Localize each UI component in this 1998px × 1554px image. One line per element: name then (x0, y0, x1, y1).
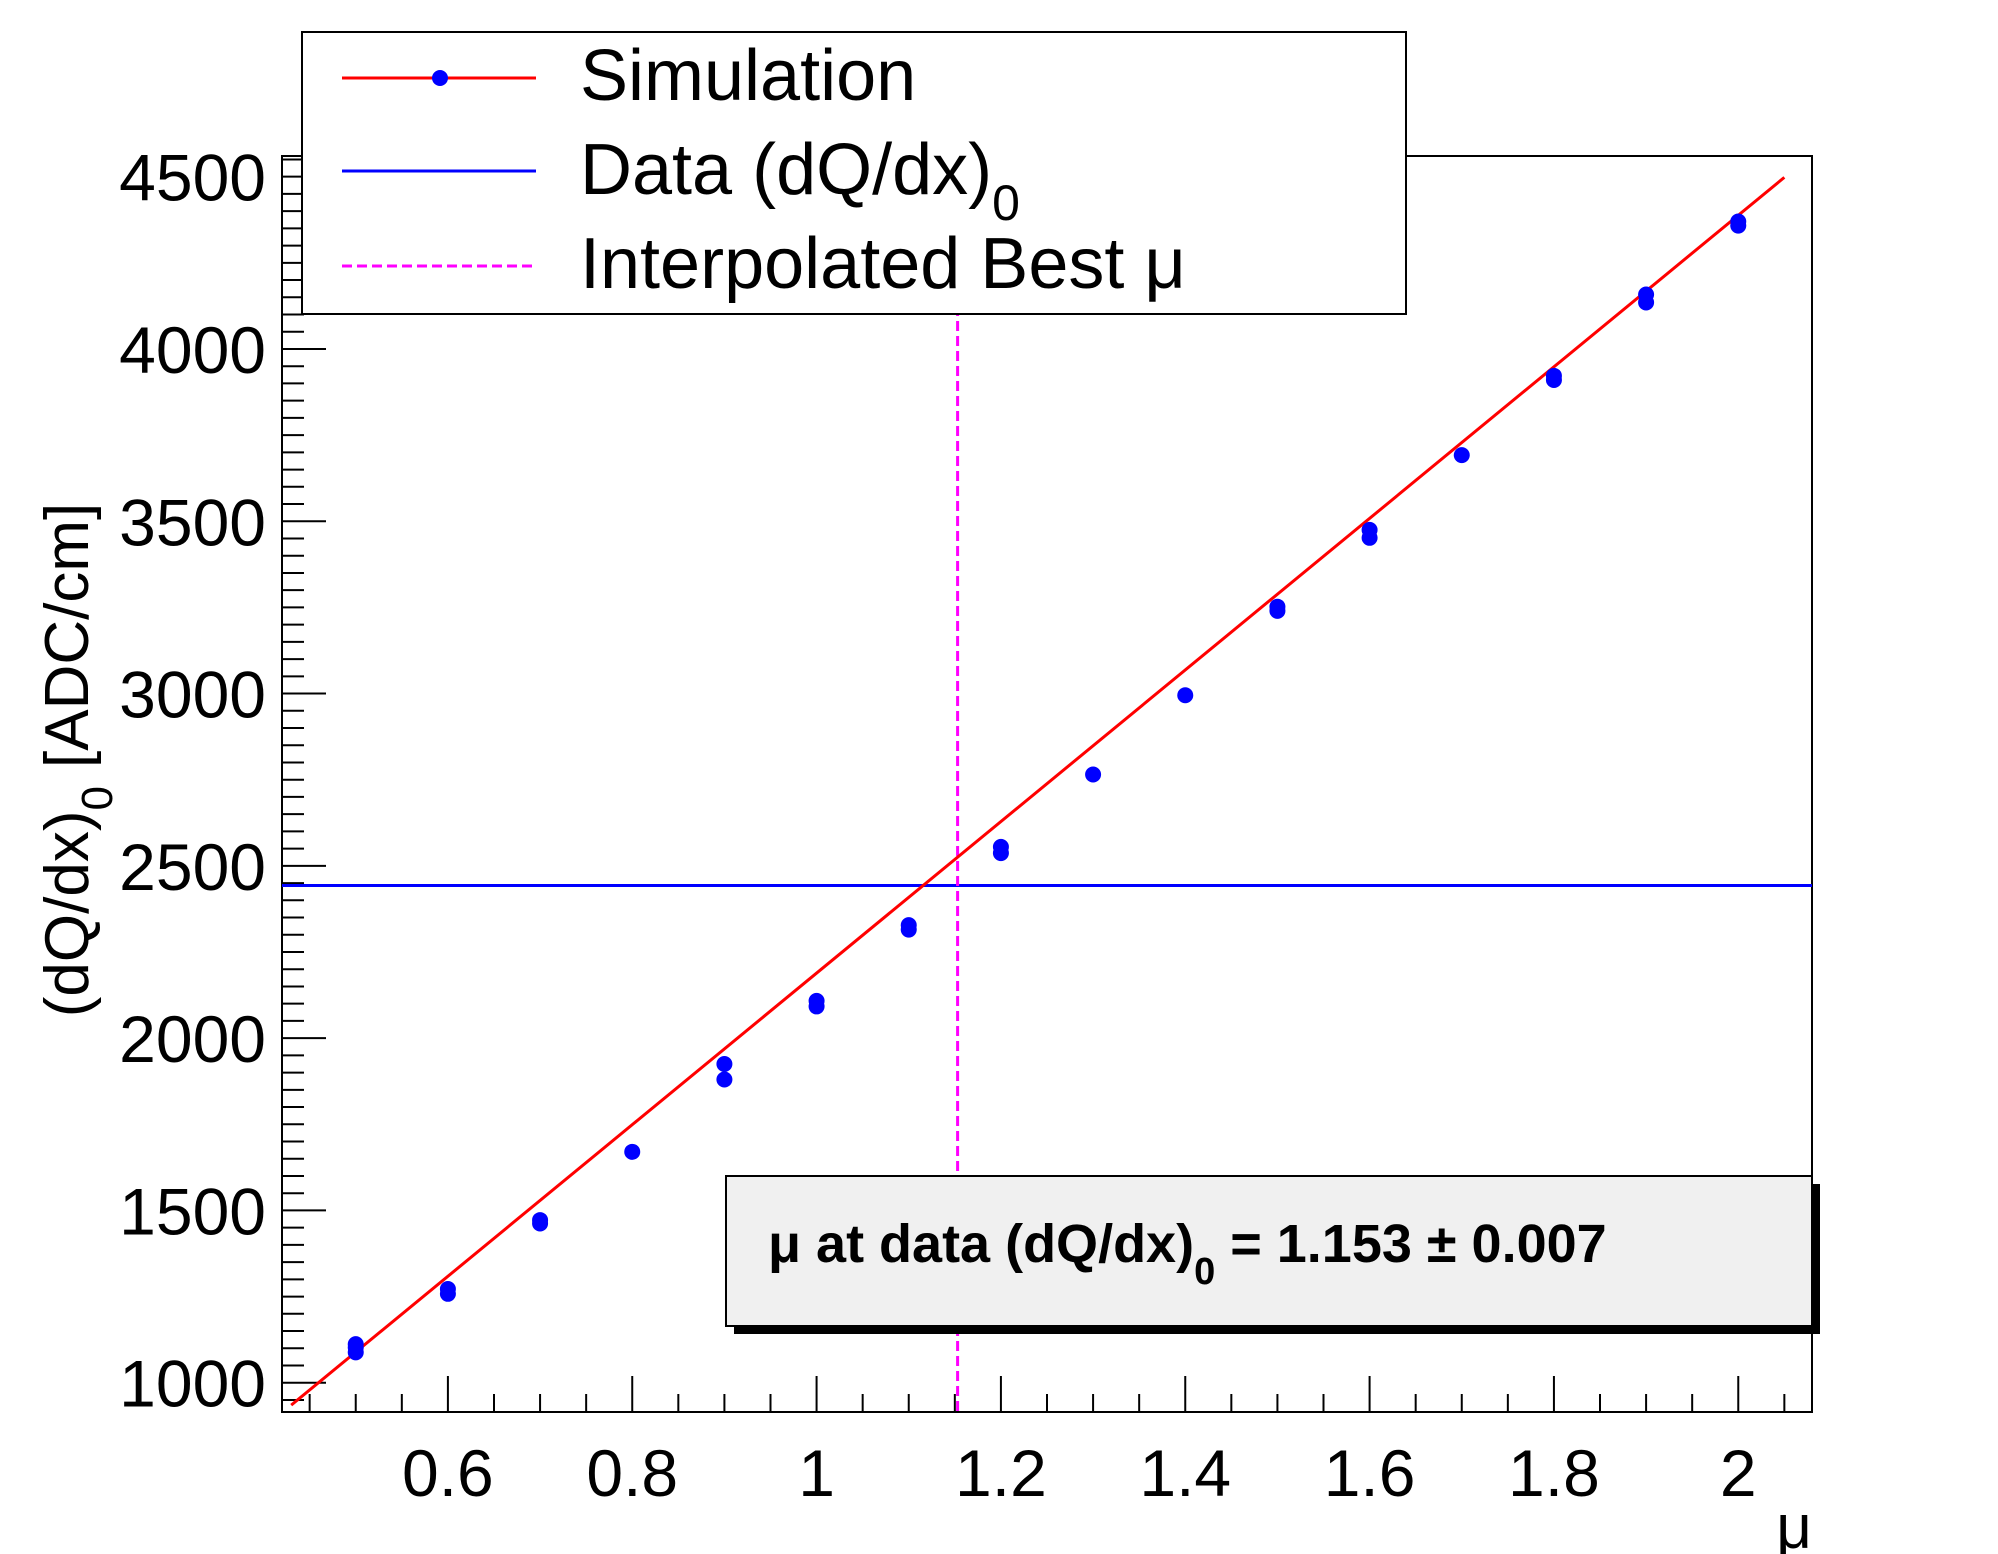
y-tick-label: 4000 (119, 313, 266, 387)
y-tick-label: 3000 (119, 658, 266, 732)
simulation-point (1638, 286, 1655, 303)
y-tick-label: 1000 (119, 1347, 266, 1421)
simulation-point (1361, 521, 1378, 538)
y-axis-title-main: (dQ/dx) (33, 811, 102, 1018)
legend: Simulation Data (dQ/dx)0 Interpolated Be… (301, 31, 1407, 315)
legend-label-data-sub: 0 (992, 175, 1020, 231)
simulation-fit-line (290, 176, 1786, 1407)
y-axis-title: (dQ/dx)0 [ADC/cm] (33, 503, 122, 1017)
result-value: = 1.153 ± 0.007 (1215, 1214, 1606, 1274)
legend-label-data-main: Data (dQ/dx) (580, 130, 992, 210)
y-tick-label: 3500 (119, 485, 266, 559)
x-tick-label: 2 (1720, 1436, 1757, 1510)
simulation-point (532, 1212, 549, 1229)
y-axis-title-unit: [ADC/cm] (33, 503, 102, 768)
x-tick-label: 1 (798, 1436, 835, 1510)
y-tick-label: 1500 (119, 1174, 266, 1248)
simulation-point (347, 1336, 364, 1353)
simulation-point (900, 917, 917, 934)
simulation-point (439, 1280, 456, 1297)
x-tick-label: 1.8 (1508, 1436, 1600, 1510)
simulation-point (992, 838, 1009, 855)
x-tick-label: 0.6 (402, 1436, 494, 1510)
result-box: μ at data (dQ/dx)0 = 1.153 ± 0.007 (725, 1175, 1820, 1334)
simulation-point (1730, 213, 1747, 230)
legend-label-data: Data (dQ/dx)0 (580, 130, 1020, 231)
axis-ticks (282, 158, 1786, 1412)
y-axis-title-sub: 0 (73, 786, 122, 810)
legend-simulation-marker (432, 70, 448, 86)
simulation-point (1453, 447, 1470, 464)
x-tick-label: 1.4 (1139, 1436, 1231, 1510)
result-sub: 0 (1194, 1251, 1215, 1293)
result-text: μ at data (dQ/dx)0 = 1.153 ± 0.007 (768, 1214, 1607, 1293)
result-prefix: μ at data (dQ/dx) (768, 1214, 1194, 1274)
result-box-panel (725, 1175, 1813, 1327)
y-tick-label: 2000 (119, 1002, 266, 1076)
simulation-point (1085, 766, 1102, 783)
y-tick-label: 2500 (119, 830, 266, 904)
x-tick-label: 1.6 (1324, 1436, 1416, 1510)
simulation-point (716, 1055, 733, 1072)
simulation-point (808, 992, 825, 1009)
x-tick-label: 1.2 (955, 1436, 1047, 1510)
simulation-point (1269, 598, 1286, 615)
simulation-point (624, 1143, 641, 1160)
legend-label-best-mu: Interpolated Best μ (580, 224, 1186, 304)
tick-labels: 0.6 0.8 1 1.2 1.4 1.6 1.8 2 1000 1500 2000 2500 3000… (119, 141, 1756, 1510)
simulation-points (347, 213, 1747, 1361)
x-tick-label: 0.8 (586, 1436, 678, 1510)
y-tick-label: 4500 (119, 141, 266, 215)
simulation-point (1177, 687, 1194, 704)
simulation-point (1545, 367, 1562, 384)
simulation-point (716, 1071, 733, 1088)
x-axis-title: μ (1776, 1493, 1812, 1554)
legend-label-simulation: Simulation (580, 36, 916, 116)
